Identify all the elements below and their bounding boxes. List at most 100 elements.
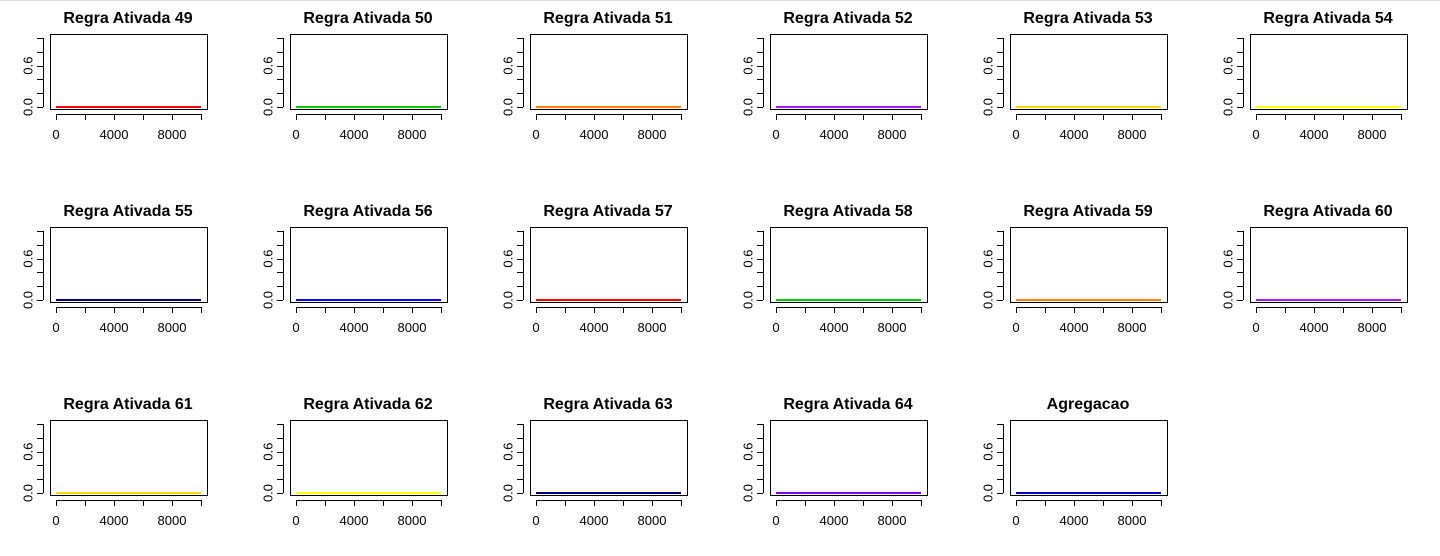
- x-tick-label: 0: [532, 320, 539, 335]
- x-tick-label: 4000: [340, 320, 369, 335]
- y-tick-label: 0.6: [21, 57, 36, 75]
- panel: Regra Ativada 52 0 4000 8000 0.0 0.6: [741, 10, 928, 142]
- panel: Agregacao 0 4000 8000 0.0 0.6: [981, 396, 1168, 528]
- y-tick-label: 0.6: [741, 443, 756, 461]
- x-tick-label: 0: [52, 513, 59, 528]
- y-tick-label: 0.0: [741, 98, 756, 116]
- y-tick-label: 0.0: [981, 98, 996, 116]
- x-tick-label: 4000: [1300, 127, 1329, 142]
- plot-frame: [770, 227, 928, 303]
- x-tick-label: 4000: [340, 513, 369, 528]
- x-tick-label: 8000: [398, 127, 427, 142]
- y-tick-label: 0.0: [21, 291, 36, 309]
- panel: Regra Ativada 51 0 4000 8000 0.0 0.6: [501, 10, 688, 142]
- plot-frame: [530, 227, 688, 303]
- panel-title: Regra Ativada 54: [1263, 10, 1392, 27]
- plot-frame: [1250, 34, 1408, 110]
- x-tick-label: 0: [1012, 127, 1019, 142]
- y-tick-label: 0.6: [501, 250, 516, 268]
- plot-frame: [290, 227, 448, 303]
- panel: Regra Ativada 64 0 4000 8000 0.0 0.6: [741, 396, 928, 528]
- x-tick-label: 8000: [1118, 127, 1147, 142]
- panel-title: Regra Ativada 50: [303, 10, 432, 27]
- x-tick-label: 8000: [398, 513, 427, 528]
- x-tick-label: 0: [1012, 513, 1019, 528]
- y-tick-label: 0.0: [981, 291, 996, 309]
- y-tick-label: 0.6: [261, 57, 276, 75]
- y-tick-label: 0.6: [1221, 57, 1236, 75]
- panel: Regra Ativada 59 0 4000 8000 0.0 0.6: [981, 203, 1168, 335]
- x-tick-label: 4000: [100, 127, 129, 142]
- y-tick-label: 0.0: [1221, 291, 1236, 309]
- panel: Regra Ativada 53 0 4000 8000 0.0 0.6: [981, 10, 1168, 142]
- panel: Regra Ativada 54 0 4000 8000 0.0 0.6: [1221, 10, 1408, 142]
- x-tick-label: 4000: [580, 320, 609, 335]
- plot-frame: [770, 420, 928, 496]
- y-tick-label: 0.0: [501, 98, 516, 116]
- y-tick-label: 0.6: [501, 57, 516, 75]
- x-tick-label: 0: [532, 513, 539, 528]
- plot-frame: [1010, 34, 1168, 110]
- y-tick-label: 0.6: [501, 443, 516, 461]
- x-tick-label: 0: [292, 320, 299, 335]
- plot-frame: [770, 34, 928, 110]
- x-tick-label: 4000: [580, 513, 609, 528]
- panel: Regra Ativada 63 0 4000 8000 0.0 0.6: [501, 396, 688, 528]
- x-tick-label: 0: [52, 320, 59, 335]
- panel-title: Regra Ativada 55: [63, 203, 192, 220]
- panel-title: Regra Ativada 63: [543, 396, 672, 413]
- x-tick-label: 8000: [878, 320, 907, 335]
- x-tick-label: 8000: [638, 320, 667, 335]
- y-tick-label: 0.0: [501, 484, 516, 502]
- x-tick-label: 4000: [100, 513, 129, 528]
- plot-frame: [50, 34, 208, 110]
- panel-title: Regra Ativada 56: [303, 203, 432, 220]
- panel-title: Agregacao: [1047, 396, 1130, 413]
- panel: Regra Ativada 56 0 4000 8000 0.0 0.6: [261, 203, 448, 335]
- y-tick-label: 0.0: [261, 291, 276, 309]
- plot-frame: [50, 420, 208, 496]
- y-tick-label: 0.6: [261, 250, 276, 268]
- x-tick-label: 4000: [1060, 513, 1089, 528]
- plot-frame: [1010, 227, 1168, 303]
- panel-title: Regra Ativada 51: [543, 10, 672, 27]
- x-tick-label: 8000: [878, 127, 907, 142]
- x-tick-label: 0: [292, 127, 299, 142]
- panel-title: Regra Ativada 64: [783, 396, 912, 413]
- y-tick-label: 0.0: [741, 291, 756, 309]
- y-tick-label: 0.6: [21, 443, 36, 461]
- y-tick-label: 0.6: [981, 443, 996, 461]
- x-tick-label: 0: [292, 513, 299, 528]
- x-tick-label: 4000: [1060, 320, 1089, 335]
- x-tick-label: 0: [772, 127, 779, 142]
- panel-title: Regra Ativada 62: [303, 396, 432, 413]
- x-tick-label: 4000: [820, 513, 849, 528]
- y-tick-label: 0.0: [21, 484, 36, 502]
- x-tick-label: 8000: [1358, 320, 1387, 335]
- panel-title: Regra Ativada 58: [783, 203, 912, 220]
- y-tick-label: 0.0: [741, 484, 756, 502]
- x-tick-label: 8000: [158, 513, 187, 528]
- y-tick-label: 0.0: [261, 98, 276, 116]
- panel-title: Regra Ativada 53: [1023, 10, 1152, 27]
- panel-title: Regra Ativada 61: [63, 396, 192, 413]
- y-tick-label: 0.0: [261, 484, 276, 502]
- x-tick-label: 8000: [638, 127, 667, 142]
- plot-frame: [1250, 227, 1408, 303]
- x-tick-label: 8000: [878, 513, 907, 528]
- x-tick-label: 8000: [1118, 513, 1147, 528]
- y-tick-label: 0.6: [981, 57, 996, 75]
- panel-title: Regra Ativada 59: [1023, 203, 1152, 220]
- panel: Regra Ativada 49 0 4000 8000 0.0 0.6: [21, 10, 208, 142]
- y-tick-label: 0.0: [981, 484, 996, 502]
- y-tick-label: 0.6: [261, 443, 276, 461]
- x-tick-label: 4000: [340, 127, 369, 142]
- x-tick-label: 0: [1252, 127, 1259, 142]
- plot-frame: [530, 420, 688, 496]
- panel-title: Regra Ativada 57: [543, 203, 672, 220]
- x-tick-label: 0: [772, 513, 779, 528]
- x-tick-label: 0: [52, 127, 59, 142]
- x-tick-label: 4000: [820, 320, 849, 335]
- x-tick-label: 8000: [158, 320, 187, 335]
